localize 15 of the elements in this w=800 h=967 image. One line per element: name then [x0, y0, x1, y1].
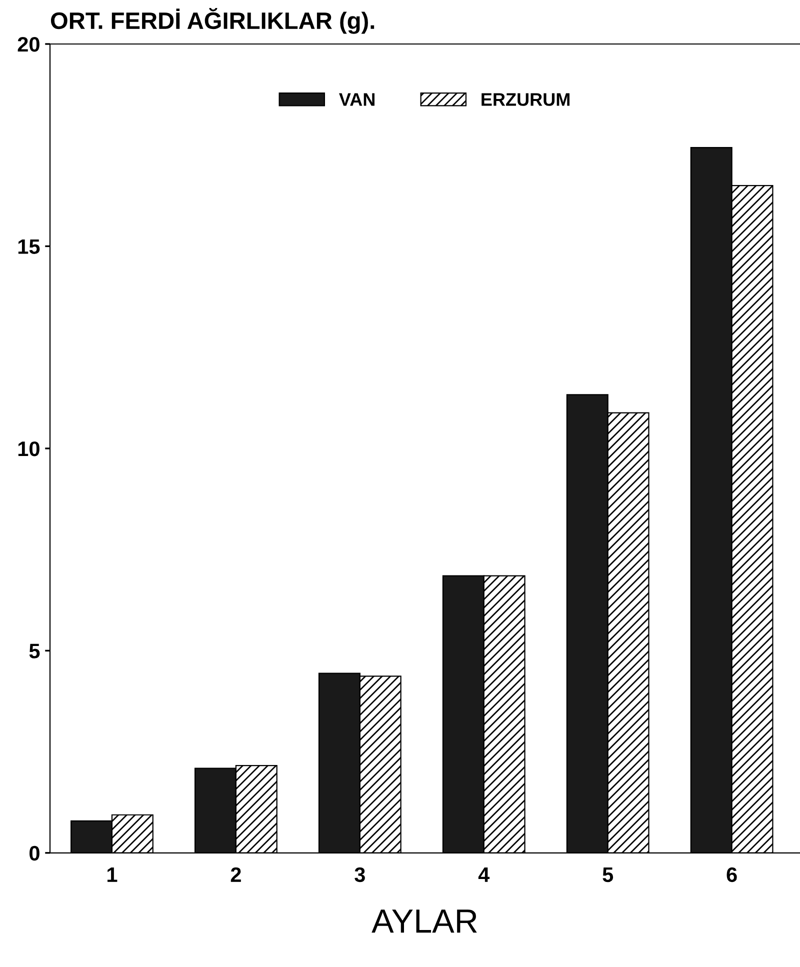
legend-label: ERZURUM: [482, 93, 570, 106]
legend-label: VAN: [339, 93, 374, 106]
y-tick-label: 5: [29, 644, 40, 658]
x-axis-title: AYLAR: [372, 910, 477, 933]
y-tick-label: 0: [30, 846, 40, 861]
x-tick-label: 6: [726, 867, 737, 882]
x-tick-label: 4: [478, 868, 490, 882]
x-tick-label: 2: [230, 867, 241, 882]
x-tick-label: 3: [354, 867, 365, 882]
y-tick-label: 20: [18, 37, 40, 52]
x-tick-label: 1: [108, 868, 118, 882]
x-tick-label: 5: [602, 868, 614, 882]
y-tick-label: 15: [18, 239, 40, 254]
y-tick-label: 10: [18, 441, 40, 456]
chart-title: ORT. FERDİ AĞIRLIKLAR (g).: [50, 8, 374, 34]
